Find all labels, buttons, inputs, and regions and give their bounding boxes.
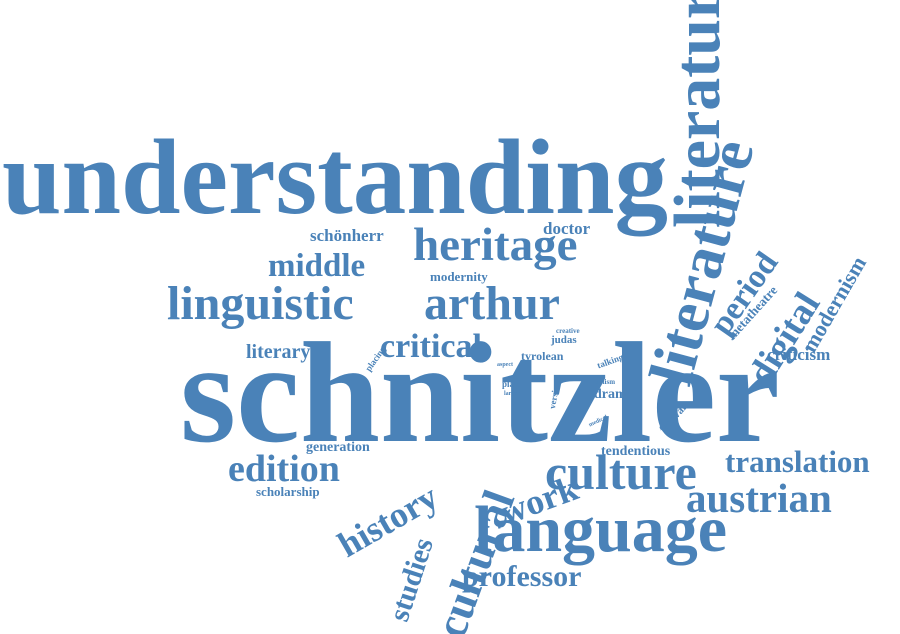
- word-larger: larger: [504, 391, 520, 397]
- word-drama: drama: [594, 387, 634, 402]
- word-generation: generation: [306, 440, 370, 455]
- word-tyrolean: tyrolean: [521, 349, 564, 363]
- word-understanding: understanding: [2, 119, 669, 237]
- word-judas: judas: [551, 334, 577, 346]
- word-edition: edition: [228, 448, 340, 490]
- word-scholarship: scholarship: [256, 484, 320, 499]
- word-professor: professor: [462, 560, 582, 593]
- word-critical: critical: [380, 328, 482, 365]
- word-place: place: [502, 379, 522, 389]
- word-criticism: criticism: [767, 345, 831, 364]
- word-schonherr: schönherr: [310, 226, 384, 245]
- word-doctor: doctor: [543, 219, 591, 238]
- word-linguistic: linguistic: [167, 277, 354, 330]
- word-modernity: modernity: [430, 269, 488, 284]
- word-creative: creative: [556, 327, 580, 335]
- word-language: language: [474, 493, 728, 566]
- word-austrian: austrian: [686, 475, 832, 521]
- word-tendentious: tendentious: [601, 444, 671, 459]
- word-culture: culture: [545, 444, 697, 500]
- word-heritage: heritage: [413, 219, 578, 271]
- word-arthur: arthur: [424, 277, 560, 330]
- word-schnitzler: schnitzler: [180, 314, 780, 473]
- word-literary: literary: [246, 341, 311, 363]
- word-translation: translation: [725, 444, 870, 479]
- word-middle: middle: [268, 248, 366, 284]
- word-realism: realism: [593, 378, 616, 386]
- word-aspect: aspect: [497, 362, 513, 368]
